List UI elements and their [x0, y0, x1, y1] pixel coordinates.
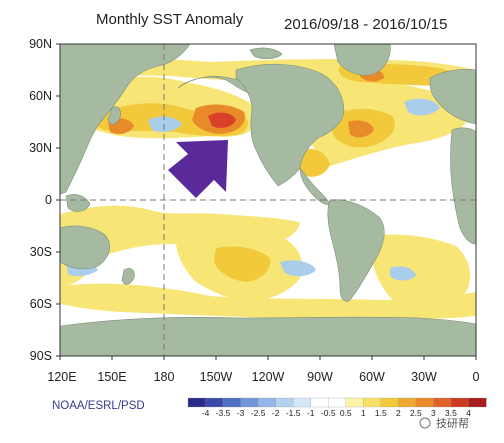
colorbar-swatch	[187, 397, 207, 408]
colorbar-label: -3.5	[216, 408, 231, 418]
arrow-up-right-icon	[168, 140, 228, 198]
date-range: 2016/09/18 - 2016/10/15	[284, 16, 447, 33]
warm-anomaly-high-atlantic	[348, 120, 374, 138]
colorbar-label: -1.5	[286, 408, 301, 418]
lat-label-60n: 60N	[29, 89, 52, 103]
lat-label-60s: 60S	[30, 297, 52, 311]
colorbar-label: 0.5	[340, 408, 352, 418]
lat-label-30s: 30S	[30, 245, 52, 259]
colorbar-label: 1.5	[375, 408, 387, 418]
cool-anomaly-south-pacific-east	[280, 260, 316, 277]
colorbar-swatch	[293, 397, 312, 408]
colorbar-label: 2	[396, 408, 401, 418]
map-panel: 90N 60N 30N 0 30S 60S 90S 120E 150E 180 …	[29, 37, 479, 384]
colorbar-swatch	[433, 397, 452, 408]
land-africa	[450, 127, 476, 245]
land-europe	[429, 68, 476, 125]
colorbar-swatch	[450, 397, 470, 408]
land-south-america	[327, 199, 385, 302]
colorbar-swatch	[398, 397, 417, 408]
colorbar-labels: -4 -3.5 -3 -2.5 -2 -1.5 -1 -0.5 0.5 1 1.5 2 2.5 3 3.5 4	[202, 408, 471, 418]
warm-anomaly-peak-north-pacific	[208, 112, 236, 128]
colorbar-label: -1	[307, 408, 315, 418]
lat-tick-marks	[56, 43, 60, 357]
lon-label-150w: 150W	[200, 370, 233, 384]
lat-label-30n: 30N	[29, 141, 52, 155]
colorbar-swatch	[380, 397, 399, 408]
colorbar-label: 1	[361, 408, 366, 418]
warm-anomaly-mid-tropical-east	[297, 148, 330, 177]
colorbar-label: -2.5	[251, 408, 266, 418]
colorbar-label: 3.5	[445, 408, 457, 418]
land-australia	[60, 225, 110, 270]
colorbar-label: 3	[431, 408, 436, 418]
figure-title: Monthly SST Anomaly	[96, 11, 244, 28]
land-asia	[60, 44, 191, 195]
lat-label-0: 0	[45, 193, 52, 207]
colorbar-swatch	[222, 397, 242, 408]
warm-anomaly-south-atlantic	[372, 234, 471, 306]
lon-axis-labels: 120E 150E 180 150W 120W 90W 60W 30W 0	[47, 370, 479, 384]
land-antarctica	[60, 316, 476, 356]
lon-label-120w: 120W	[252, 370, 285, 384]
colorbar-swatches	[187, 397, 487, 408]
lon-label-30w: 30W	[411, 370, 437, 384]
watermark-text: 技研帮	[436, 417, 469, 430]
lat-label-90n: 90N	[29, 37, 52, 51]
colorbar-swatch	[328, 397, 347, 408]
colorbar-swatch	[363, 397, 382, 408]
land-greenland	[333, 44, 391, 76]
colorbar-swatch	[345, 397, 364, 408]
lon-label-180: 180	[154, 370, 175, 384]
colorbar-swatch	[257, 397, 277, 408]
land-southeast-asia	[65, 194, 91, 212]
colorbar-swatch	[205, 397, 224, 408]
cool-anomaly-south-atlantic	[390, 266, 416, 281]
cool-anomaly-north-pacific	[148, 116, 182, 132]
lat-label-90s: 90S	[30, 349, 52, 363]
colorbar-label: 2.5	[410, 408, 422, 418]
warm-anomaly-southern-ocean	[60, 283, 476, 320]
colorbar-label: -3	[237, 408, 245, 418]
watermark: 技研帮	[419, 417, 469, 430]
colorbar-swatch	[310, 397, 329, 408]
lat-axis-labels: 90N 60N 30N 0 30S 60S 90S	[29, 37, 52, 363]
colorbar-swatch	[275, 397, 294, 408]
land-new-zealand	[121, 268, 135, 285]
colorbar: -4 -3.5 -3 -2.5 -2 -1.5 -1 -0.5 0.5 1 1.5 2 2.5 3 3.5 4	[187, 397, 487, 418]
wechat-icon	[419, 417, 431, 429]
warm-anomaly-mid-south-pacific	[214, 246, 271, 282]
colorbar-swatch	[468, 397, 487, 408]
colorbar-label: 4	[466, 408, 471, 418]
colorbar-label: -4	[202, 408, 210, 418]
lon-label-60w: 60W	[359, 370, 385, 384]
colorbar-label: -0.5	[321, 408, 336, 418]
colorbar-label: -2	[272, 408, 280, 418]
lon-label-150e: 150E	[97, 370, 126, 384]
lon-label-90w: 90W	[307, 370, 333, 384]
land-arctic-islands	[249, 47, 283, 60]
colorbar-swatch	[240, 397, 259, 408]
lon-label-0: 0	[473, 370, 480, 384]
colorbar-swatch	[415, 397, 434, 408]
lon-label-120e: 120E	[47, 370, 76, 384]
cool-anomaly-north-atlantic	[404, 98, 440, 116]
land-japan	[107, 106, 121, 125]
data-source-credit: NOAA/ESRL/PSD	[52, 400, 145, 412]
lon-tick-marks	[59, 356, 477, 360]
